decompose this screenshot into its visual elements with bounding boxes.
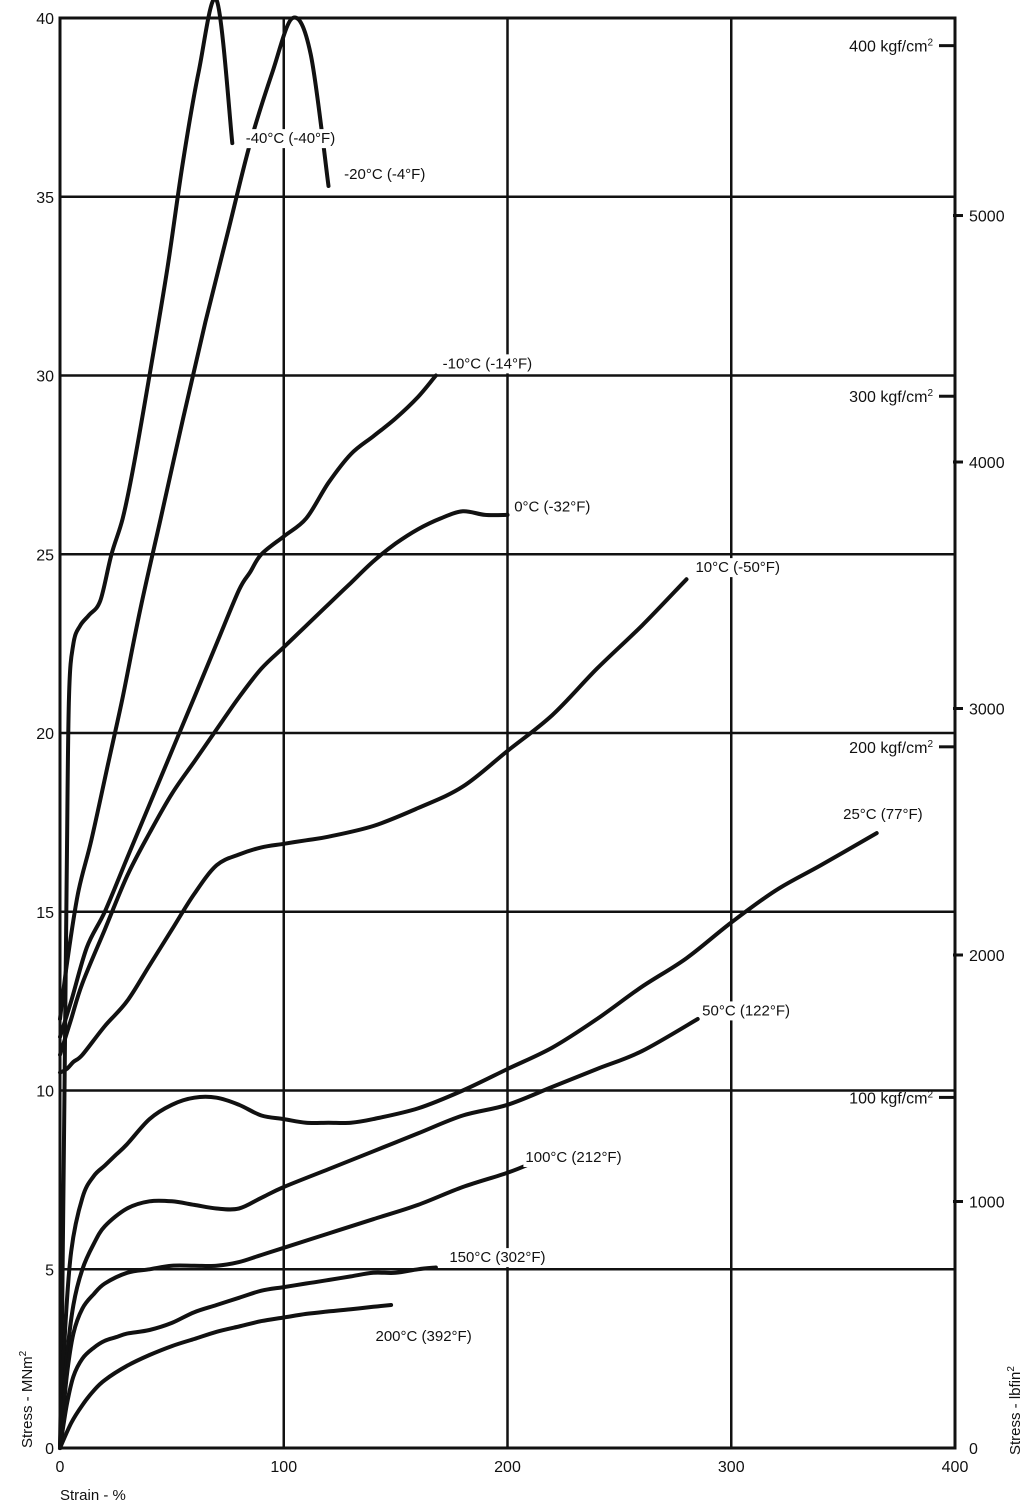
y2-tick-label: 0 [969, 1441, 978, 1458]
y-tick-label: 20 [36, 726, 54, 743]
curve-label: -10°C (-14°F) [443, 355, 533, 372]
y-axis-title: Stress - MNm2 [18, 1350, 36, 1448]
kgf-tick-label: 300 kgf/cm2 [849, 388, 933, 406]
curve-label-bg [700, 1001, 793, 1021]
y-axis-title-text: Stress - MNm [19, 1356, 36, 1448]
kgf-tick-label: 200 kgf/cm2 [849, 739, 933, 757]
curve-label: 200°C (392°F) [375, 1328, 471, 1345]
series-line [58, 1017, 700, 1450]
curve-label: 50°C (122°F) [702, 1002, 790, 1019]
y2-tick-label: 2000 [969, 948, 1005, 965]
y-tick-label: 25 [36, 547, 54, 564]
x-tick-label: 100 [270, 1459, 297, 1476]
x-axis-title: Strain - % [60, 1487, 126, 1504]
curve-label-bg [243, 129, 338, 149]
kgf-tick-label: 100 kgf/cm2 [849, 1089, 933, 1107]
y2-tick-label: 5000 [969, 209, 1005, 226]
x-tick-label: 300 [718, 1459, 745, 1476]
curve-label: 10°C (-50°F) [695, 559, 780, 576]
series-line [58, 1303, 394, 1450]
kgf-tick-label: 400 kgf/cm2 [849, 38, 933, 56]
y-tick-label: 15 [36, 905, 54, 922]
curve-label-bg [693, 558, 782, 578]
plot-frame [58, 16, 957, 1450]
y-tick-label: 40 [36, 11, 54, 28]
curve-label: 0°C (-32°F) [514, 498, 590, 515]
y2-tick-label: 3000 [969, 702, 1005, 719]
grid [60, 18, 955, 1448]
curve-label: 25°C (77°F) [843, 806, 923, 823]
x-tick-label: 200 [494, 1459, 521, 1476]
curve-label-bg [523, 1148, 624, 1167]
curve-labels: -40°C (-40°F) -20°C (-4°F) -10°C (-14°F) 0°… [243, 129, 925, 1346]
y2-tick-label: 1000 [969, 1195, 1005, 1212]
y2-tick-label: 4000 [969, 455, 1005, 472]
y-tick-label: 0 [45, 1441, 54, 1458]
curve-label-bg [447, 1248, 548, 1268]
series-line [58, 509, 510, 1057]
curve-label: -40°C (-40°F) [246, 130, 336, 147]
series-curves [58, 0, 879, 1450]
y-tick-label: 5 [45, 1262, 54, 1279]
curve-label-bg [342, 164, 428, 184]
curve-label: 100°C (212°F) [525, 1149, 621, 1166]
series-line [58, 373, 438, 1039]
curve-label-bg [440, 354, 535, 374]
curve-label-bg [841, 804, 925, 824]
series-line [58, 1160, 537, 1450]
y-axis-title-sup: 2 [18, 1350, 29, 1356]
series-line [58, 0, 235, 1450]
y-tick-label: 35 [36, 190, 54, 207]
y-tick-label: 30 [36, 369, 54, 386]
curve-label: 150°C (302°F) [449, 1249, 545, 1266]
y2-axis-title-sup: 2 [1006, 1366, 1017, 1372]
y-tick-label: 10 [36, 1084, 54, 1101]
series-line [58, 831, 879, 1450]
curve-label-bg [373, 1326, 474, 1346]
series-line [58, 15, 331, 1021]
y2-axis-title: Stress - lbfin2 [1006, 1366, 1024, 1455]
series-line [58, 1265, 438, 1450]
x-tick-label: 0 [56, 1459, 65, 1476]
series-line [58, 577, 689, 1075]
curve-label-bg [512, 497, 593, 517]
y2-axis-title-text: Stress - lbfin [1007, 1372, 1024, 1455]
x-tick-label: 400 [942, 1459, 969, 1476]
curve-label: -20°C (-4°F) [344, 166, 425, 183]
